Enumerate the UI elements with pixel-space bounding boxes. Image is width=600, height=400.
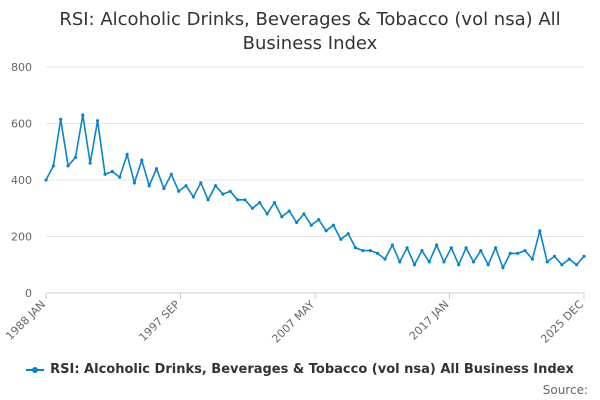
data-point — [331, 223, 335, 227]
data-point — [471, 260, 476, 264]
data-point — [236, 198, 240, 202]
data-point — [213, 184, 218, 188]
data-point — [221, 192, 225, 196]
data-point — [486, 263, 490, 267]
data-point — [302, 212, 306, 216]
data-point — [140, 158, 144, 162]
data-point — [169, 172, 173, 176]
source-label: Source: — [542, 383, 588, 397]
data-point — [575, 263, 579, 267]
data-point — [96, 119, 100, 123]
data-point — [250, 206, 254, 210]
data-point — [538, 229, 542, 233]
y-tick-label: 0 — [25, 287, 32, 300]
y-tick-label: 200 — [11, 231, 32, 244]
data-point — [272, 201, 277, 205]
data-point — [361, 249, 365, 253]
data-point — [545, 260, 549, 264]
data-point — [309, 223, 313, 227]
data-point — [383, 257, 387, 261]
data-point — [405, 246, 409, 250]
y-tick-label: 800 — [11, 61, 32, 74]
x-tick-label: 2007 MAY — [269, 298, 317, 346]
data-point — [479, 249, 483, 253]
data-point — [501, 266, 505, 270]
data-point — [118, 175, 122, 179]
data-point — [147, 184, 151, 188]
data-point — [243, 198, 247, 202]
data-point — [317, 218, 321, 222]
data-point — [199, 181, 203, 185]
legend-label: RSI: Alcoholic Drinks, Beverages & Tobac… — [50, 362, 574, 377]
data-point — [59, 117, 63, 121]
data-point — [44, 178, 48, 182]
data-point — [51, 164, 56, 168]
data-point — [464, 246, 468, 250]
data-point — [81, 113, 85, 117]
data-point — [346, 232, 350, 236]
data-point — [552, 254, 557, 258]
data-point — [442, 260, 446, 264]
series-line — [45, 114, 585, 270]
data-point — [88, 161, 92, 165]
data-point — [567, 257, 571, 261]
data-point — [494, 246, 498, 250]
data-point — [324, 229, 328, 233]
x-tick-label: 1988 JAN — [3, 298, 48, 343]
data-point — [184, 184, 188, 188]
x-tick-label: 2025 DEC — [538, 298, 586, 346]
data-point — [66, 164, 70, 168]
data-point — [420, 249, 424, 253]
data-point — [390, 243, 394, 247]
data-point — [73, 155, 78, 159]
data-point — [516, 251, 520, 255]
data-point — [287, 209, 291, 213]
data-point — [191, 195, 195, 199]
x-tick-label: 2017 JAN — [407, 298, 452, 343]
y-tick-label: 600 — [11, 118, 32, 131]
data-point — [368, 249, 372, 253]
data-point — [353, 246, 358, 250]
data-point — [427, 260, 431, 264]
data-point — [280, 215, 284, 219]
data-point — [295, 220, 299, 224]
data-point — [457, 263, 461, 267]
chart-title: RSI: Alcoholic Drinks, Beverages & Tobac… — [59, 9, 561, 54]
data-point — [560, 263, 564, 267]
data-point — [582, 254, 586, 258]
data-point — [508, 251, 512, 255]
x-tick-label: 1997 SEP — [137, 298, 183, 344]
data-point — [110, 169, 114, 174]
data-point — [228, 189, 232, 193]
legend[interactable]: RSI: Alcoholic Drinks, Beverages & Tobac… — [0, 362, 600, 377]
legend-line-icon — [26, 365, 45, 375]
data-point — [376, 251, 380, 255]
data-point — [265, 212, 269, 216]
data-point — [530, 257, 535, 261]
data-point — [339, 237, 343, 241]
data-point — [206, 198, 210, 202]
data-point — [412, 263, 417, 267]
data-point — [103, 172, 107, 176]
data-point — [154, 167, 159, 171]
data-point — [435, 243, 439, 247]
data-point — [258, 201, 262, 205]
data-point — [523, 249, 527, 253]
data-point — [125, 153, 129, 157]
data-point — [177, 189, 181, 193]
data-point — [162, 186, 166, 191]
y-tick-label: 400 — [11, 174, 32, 187]
data-point — [449, 246, 453, 250]
data-point — [398, 260, 402, 264]
data-point — [132, 181, 136, 185]
